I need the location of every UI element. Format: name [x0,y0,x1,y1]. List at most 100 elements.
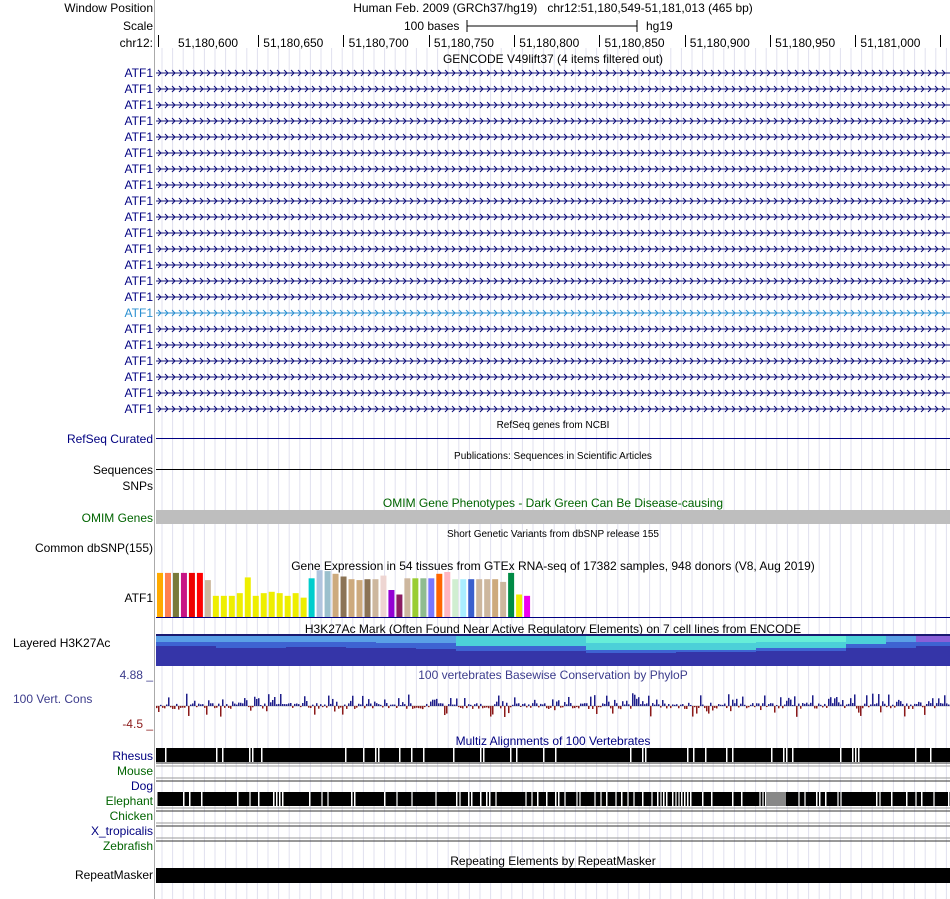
gencode-transcript[interactable] [156,389,950,397]
gtex-tissue-bar[interactable] [420,578,427,617]
gencode-transcript[interactable] [156,261,950,269]
gtex-tissue-bar[interactable] [196,572,203,617]
h3k27ac-label[interactable]: Layered H3K27Ac [13,636,111,650]
multiz-species-label[interactable]: Chicken [109,809,153,823]
gtex-tissue-bar[interactable] [228,595,235,617]
conservation-wiggle[interactable] [156,684,950,724]
gtex-tissue-bar[interactable] [284,595,291,617]
gtex-tissue-bar[interactable] [500,581,507,617]
gencode-item-label[interactable]: ATF1 [124,402,153,416]
position-range[interactable]: chr12:51,180,549-51,181,013 (465 bp) [547,1,753,15]
refseq-label[interactable]: RefSeq Curated [66,432,153,446]
gtex-tissue-bar[interactable] [444,572,451,617]
gtex-tissue-bar[interactable] [492,579,499,617]
gencode-item-label[interactable]: ATF1 [124,226,153,240]
gtex-tissue-bar[interactable] [396,594,403,618]
gtex-tissue-bar[interactable] [404,578,411,617]
refseq-gene-line[interactable] [156,438,950,439]
gencode-item-label[interactable]: ATF1 [124,210,153,224]
gtex-bar-chart[interactable] [156,570,950,620]
multiz-species-label[interactable]: Dog [130,779,153,793]
gtex-tissue-bar[interactable] [324,571,331,617]
gencode-transcript[interactable] [156,357,950,365]
pubs-line[interactable] [156,469,950,470]
gencode-transcript[interactable] [156,133,950,141]
gencode-transcript[interactable] [156,101,950,109]
gtex-tissue-bar[interactable] [364,579,371,617]
multiz-species-label[interactable]: Zebrafish [102,839,153,853]
gtex-tissue-bar[interactable] [292,593,299,617]
gencode-transcript[interactable] [156,245,950,253]
gtex-tissue-bar[interactable] [212,595,219,617]
gencode-item-label[interactable]: ATF1 [124,178,153,192]
gencode-item-label[interactable]: ATF1 [124,386,153,400]
gencode-item-label[interactable]: ATF1 [124,146,153,160]
alignment-row[interactable] [156,748,950,762]
gtex-tissue-bar[interactable] [516,594,523,618]
gtex-tissue-bar[interactable] [340,576,347,618]
gencode-item-label[interactable]: ATF1 [124,354,153,368]
gtex-tissue-bar[interactable] [180,572,187,617]
gtex-tissue-bar[interactable] [172,572,179,617]
gtex-tissue-bar[interactable] [380,575,387,617]
gencode-transcript[interactable] [156,181,950,189]
gencode-item-label[interactable]: ATF1 [124,82,153,96]
multiz-alignments[interactable] [156,746,950,852]
gencode-transcript[interactable] [156,197,950,205]
gencode-item-label[interactable]: ATF1 [124,162,153,176]
gencode-item-label[interactable]: ATF1 [124,98,153,112]
gtex-tissue-bar[interactable] [260,593,267,617]
dbsnp-label[interactable]: Common dbSNP(155) [34,541,153,555]
repeat-element-bar[interactable] [156,868,950,883]
gencode-item-label[interactable]: ATF1 [124,306,153,320]
gtex-label[interactable]: ATF1 [124,591,153,605]
omim-label[interactable]: OMIM Genes [81,511,153,525]
gencode-transcript[interactable] [156,373,950,381]
gtex-tissue-bar[interactable] [428,578,435,617]
gtex-tissue-bar[interactable] [332,573,339,617]
gtex-tissue-bar[interactable] [244,577,251,617]
gtex-tissue-bar[interactable] [452,579,459,617]
gencode-item-label[interactable]: ATF1 [124,242,153,256]
gtex-tissue-bar[interactable] [268,591,275,617]
gencode-transcript[interactable] [156,405,950,413]
gencode-transcript[interactable] [156,325,950,333]
gtex-tissue-bar[interactable] [356,580,363,617]
gtex-tissue-bar[interactable] [157,572,163,617]
gencode-item-label[interactable]: ATF1 [124,66,153,80]
gencode-transcripts[interactable] [156,64,950,416]
gtex-tissue-bar[interactable] [252,595,259,617]
multiz-species-label[interactable]: X_tropicalis [90,824,153,838]
gtex-tissue-bar[interactable] [372,579,379,617]
gtex-tissue-bar[interactable] [388,590,395,617]
gencode-transcript[interactable] [156,117,950,125]
gtex-tissue-bar[interactable] [236,593,243,617]
multiz-species-label[interactable]: Elephant [105,794,153,808]
alignment-row[interactable] [156,792,950,806]
gtex-tissue-bar[interactable] [476,579,483,617]
repeat-label[interactable]: RepeatMasker [74,868,153,882]
gtex-tissue-bar[interactable] [300,597,307,617]
gencode-transcript[interactable] [156,165,950,173]
gtex-tissue-bar[interactable] [524,595,531,617]
gtex-tissue-bar[interactable] [508,572,515,617]
gencode-transcript[interactable] [156,69,950,77]
gtex-tissue-bar[interactable] [308,578,315,617]
cons-label[interactable]: 100 Vert. Cons [13,692,93,706]
gencode-transcript[interactable] [156,213,950,221]
gtex-tissue-bar[interactable] [188,572,195,617]
gencode-transcript[interactable] [156,149,950,157]
gencode-item-label[interactable]: ATF1 [124,130,153,144]
gencode-item-label[interactable]: ATF1 [124,370,153,384]
gtex-tissue-bar[interactable] [348,579,355,617]
multiz-species-label[interactable]: Mouse [116,764,153,778]
pubs-label[interactable]: Sequences [92,463,153,477]
gtex-tissue-bar[interactable] [276,593,283,617]
gencode-transcript[interactable] [156,85,950,93]
gtex-tissue-bar[interactable] [484,579,491,617]
gencode-item-label[interactable]: ATF1 [124,338,153,352]
gencode-item-label[interactable]: ATF1 [124,114,153,128]
gencode-transcript[interactable] [156,341,950,349]
snps-label[interactable]: SNPs [122,479,153,493]
gtex-tissue-bar[interactable] [164,572,171,617]
